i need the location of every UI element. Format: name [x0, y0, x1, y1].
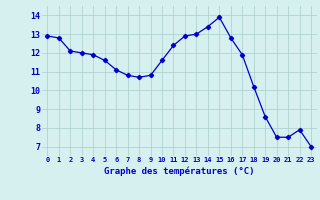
- X-axis label: Graphe des températures (°C): Graphe des températures (°C): [104, 166, 254, 176]
